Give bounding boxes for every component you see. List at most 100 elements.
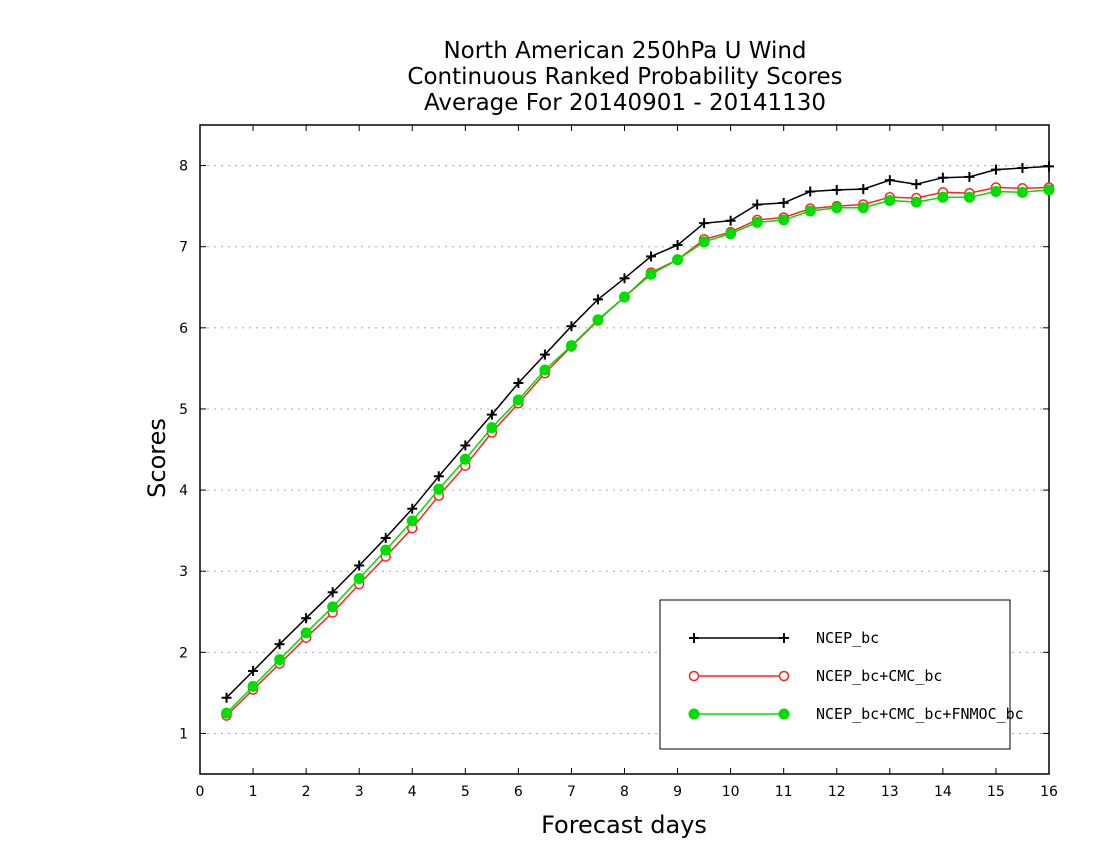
series	[221, 161, 1055, 721]
x-tick-label: 10	[722, 784, 740, 800]
x-tick-label: 7	[567, 784, 576, 800]
y-axis-title: Scores	[143, 418, 171, 498]
data-point	[725, 215, 736, 226]
data-point	[1044, 161, 1054, 172]
x-tick-label: 2	[302, 784, 311, 800]
data-point	[327, 587, 338, 598]
data-point	[513, 377, 524, 388]
x-tick-label: 6	[514, 784, 523, 800]
data-point	[274, 639, 285, 650]
y-tick-label: 8	[179, 159, 188, 175]
x-axis-title: Forecast days	[541, 811, 707, 839]
y-tick-label: 3	[179, 564, 188, 580]
y-tick-label: 2	[179, 645, 188, 661]
x-tick-label: 3	[355, 784, 364, 800]
data-point	[327, 601, 339, 613]
data-point	[592, 294, 603, 305]
legend-entry-3: NCEP_bc+CMC_bc+FNMOC_bc	[688, 705, 1024, 723]
x-tick-label: 14	[934, 784, 952, 800]
x-tick-label: 11	[775, 784, 793, 800]
y-axis: 1 2 3 4 5 6 7 8	[179, 159, 1049, 742]
x-tick-label: 4	[408, 784, 417, 800]
data-point	[1017, 162, 1028, 173]
data-point	[884, 194, 896, 206]
x-tick-label: 12	[828, 784, 846, 800]
title-line-2: Continuous Ranked Probability Scores	[407, 64, 842, 90]
data-point	[778, 197, 789, 208]
data-point	[672, 240, 683, 251]
data-point	[699, 218, 710, 229]
x-tick-label: 16	[1040, 784, 1058, 800]
data-point	[433, 471, 444, 482]
series-1	[221, 161, 1054, 703]
data-point	[274, 654, 286, 666]
legend-label: NCEP_bc	[816, 629, 879, 647]
legend: NCEP_bc NCEP_bc+CMC_bc NCEP_bc+CMC_bc+FNMO…	[659, 599, 1024, 750]
data-point	[619, 291, 630, 303]
data-point	[831, 202, 843, 214]
data-point	[565, 340, 577, 352]
x-tick-label: 9	[673, 784, 682, 800]
x-tick-label: 13	[881, 784, 899, 800]
data-point	[645, 268, 657, 280]
data-point	[804, 205, 816, 217]
data-point	[725, 228, 737, 240]
legend-marker	[778, 670, 790, 682]
y-tick-label: 5	[179, 402, 188, 418]
legend-marker	[689, 633, 699, 643]
data-point	[512, 394, 524, 406]
legend-box	[659, 599, 1011, 750]
data-point	[911, 179, 922, 190]
data-point	[221, 692, 232, 703]
data-point	[990, 186, 1002, 198]
data-point	[486, 409, 497, 420]
legend-marker	[778, 708, 790, 720]
data-point	[221, 707, 233, 719]
legend-marker	[688, 670, 700, 682]
data-point	[858, 184, 869, 195]
data-point	[380, 532, 391, 543]
data-point	[247, 680, 259, 692]
series-3	[221, 184, 1055, 719]
data-point	[300, 627, 312, 639]
data-point	[407, 503, 418, 514]
data-point	[1043, 184, 1055, 196]
data-point	[380, 544, 392, 556]
legend-entry-2: NCEP_bc+CMC_bc	[688, 667, 942, 685]
x-tick-label: 0	[196, 784, 205, 800]
data-point	[619, 273, 630, 284]
data-point	[592, 314, 604, 326]
data-point	[460, 440, 471, 451]
y-tick-label: 7	[179, 240, 188, 256]
data-point	[990, 164, 1001, 175]
legend-marker	[779, 633, 789, 643]
data-point	[433, 483, 445, 495]
data-point	[752, 199, 763, 210]
data-point	[805, 186, 816, 197]
data-point	[937, 191, 949, 203]
data-point	[698, 236, 710, 248]
legend-marker	[688, 708, 700, 720]
data-point	[857, 202, 869, 214]
data-point	[937, 172, 948, 183]
data-point	[964, 171, 975, 182]
legend-entry-1: NCEP_bc	[689, 629, 879, 647]
y-tick-label: 4	[179, 483, 188, 499]
data-point	[646, 251, 657, 262]
data-point	[301, 613, 312, 624]
data-point	[1016, 186, 1028, 198]
x-tick-label: 8	[620, 784, 629, 800]
data-point	[406, 515, 418, 527]
legend-label: NCEP_bc+CMC_bc	[816, 667, 942, 685]
y-tick-label: 6	[179, 321, 188, 337]
legend-label: NCEP_bc+CMC_bc+FNMOC_bc	[816, 705, 1024, 723]
data-point	[539, 364, 551, 376]
title-line-1: North American 250hPa U Wind	[443, 38, 806, 64]
data-point	[459, 453, 471, 465]
data-point	[963, 191, 975, 203]
data-point	[751, 216, 763, 228]
data-point	[486, 422, 498, 434]
data-point	[539, 349, 550, 360]
